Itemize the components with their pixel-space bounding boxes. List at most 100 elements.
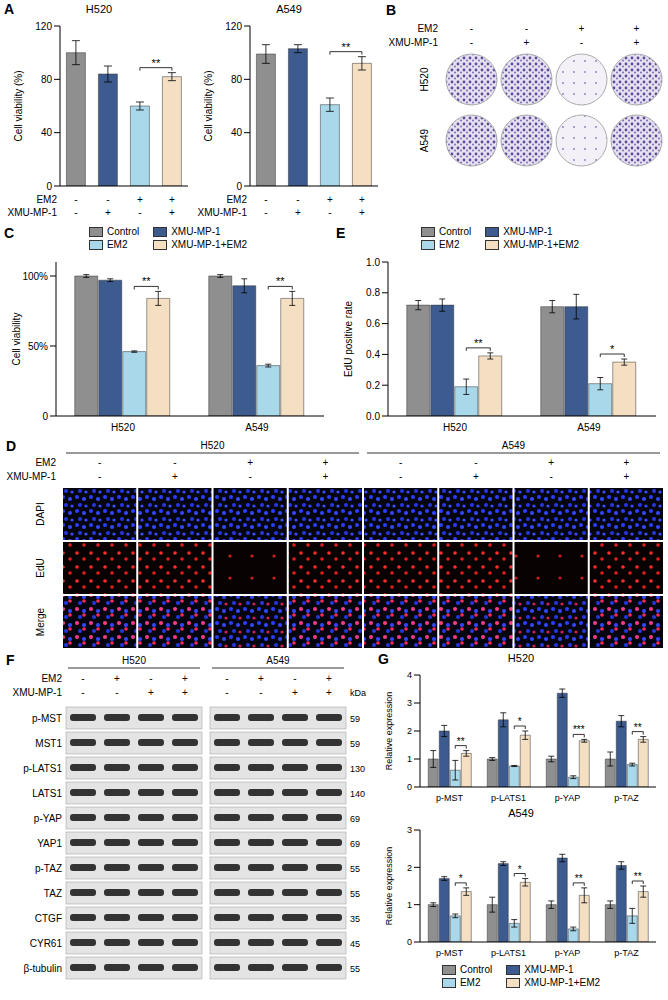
svg-text:0.8: 0.8 bbox=[366, 287, 380, 298]
svg-text:100%: 100% bbox=[22, 271, 48, 282]
svg-text:40: 40 bbox=[231, 127, 243, 138]
svg-text:0.4: 0.4 bbox=[366, 349, 380, 360]
svg-text:p-LATS1: p-LATS1 bbox=[491, 948, 526, 958]
svg-text:XMU-MP-1: XMU-MP-1 bbox=[13, 687, 63, 698]
svg-text:CYR61: CYR61 bbox=[30, 938, 63, 949]
svg-text:-: - bbox=[264, 207, 267, 218]
svg-text:-: - bbox=[98, 457, 101, 468]
svg-text:+: + bbox=[548, 457, 554, 468]
svg-text:+: + bbox=[182, 687, 188, 698]
svg-text:+: + bbox=[295, 207, 301, 218]
svg-text:80: 80 bbox=[231, 74, 243, 85]
svg-text:+: + bbox=[326, 687, 332, 698]
svg-text:3: 3 bbox=[407, 698, 412, 708]
svg-text:A549: A549 bbox=[419, 128, 430, 152]
svg-text:-: - bbox=[74, 194, 77, 205]
svg-text:CTGF: CTGF bbox=[35, 913, 62, 924]
svg-text:*: * bbox=[459, 873, 463, 884]
svg-text:+: + bbox=[322, 457, 328, 468]
svg-text:p-YAP: p-YAP bbox=[34, 813, 62, 824]
svg-text:**: ** bbox=[276, 275, 285, 287]
svg-text:Cell viability: Cell viability bbox=[11, 313, 22, 366]
svg-text:**: ** bbox=[457, 736, 465, 747]
svg-text:β-tubulin: β-tubulin bbox=[23, 963, 62, 974]
svg-text:0: 0 bbox=[407, 937, 412, 947]
svg-text:+: + bbox=[137, 194, 143, 205]
svg-text:**: ** bbox=[152, 57, 161, 69]
svg-text:XMU-MP-1: XMU-MP-1 bbox=[7, 471, 57, 482]
svg-text:EdU: EdU bbox=[35, 558, 46, 577]
svg-text:140: 140 bbox=[350, 789, 365, 799]
svg-text:1: 1 bbox=[407, 754, 412, 764]
svg-text:4: 4 bbox=[407, 670, 412, 680]
svg-text:+: + bbox=[169, 194, 175, 205]
svg-text:-: - bbox=[74, 207, 77, 218]
svg-text:-: - bbox=[225, 687, 228, 698]
svg-text:LATS1: LATS1 bbox=[32, 788, 62, 799]
svg-text:0: 0 bbox=[46, 181, 52, 192]
svg-text:-: - bbox=[399, 457, 402, 468]
svg-text:**: ** bbox=[142, 275, 151, 287]
svg-text:EM2: EM2 bbox=[41, 673, 62, 684]
svg-text:55: 55 bbox=[350, 964, 360, 974]
svg-text:kDa: kDa bbox=[350, 688, 366, 698]
svg-text:p-TAZ: p-TAZ bbox=[614, 793, 639, 803]
svg-text:Relative expression: Relative expression bbox=[384, 847, 394, 926]
svg-text:EM2: EM2 bbox=[36, 194, 57, 205]
svg-text:p-YAP: p-YAP bbox=[555, 948, 580, 958]
svg-text:+: + bbox=[182, 673, 188, 684]
svg-text:Merge: Merge bbox=[35, 607, 46, 636]
svg-text:**: ** bbox=[474, 337, 483, 349]
svg-text:69: 69 bbox=[350, 814, 360, 824]
svg-text:-: - bbox=[470, 37, 473, 48]
svg-text:p-LATS1: p-LATS1 bbox=[23, 763, 62, 774]
svg-text:50%: 50% bbox=[28, 341, 48, 352]
svg-text:p-MST: p-MST bbox=[32, 713, 62, 724]
svg-text:0: 0 bbox=[42, 411, 48, 422]
svg-text:-: - bbox=[138, 207, 141, 218]
svg-text:-: - bbox=[173, 457, 176, 468]
svg-text:+: + bbox=[114, 673, 120, 684]
svg-text:-: - bbox=[470, 23, 473, 34]
svg-text:+: + bbox=[524, 37, 530, 48]
svg-text:H520: H520 bbox=[111, 422, 135, 433]
svg-text:***: *** bbox=[573, 724, 585, 735]
svg-text:55: 55 bbox=[350, 889, 360, 899]
svg-text:EM2: EM2 bbox=[417, 23, 438, 34]
svg-text:-: - bbox=[259, 687, 262, 698]
svg-text:-: - bbox=[248, 471, 251, 482]
svg-text:80: 80 bbox=[41, 74, 53, 85]
svg-text:p-MST: p-MST bbox=[436, 948, 464, 958]
svg-text:B: B bbox=[386, 2, 396, 18]
svg-text:-: - bbox=[549, 471, 552, 482]
svg-text:+: + bbox=[473, 471, 479, 482]
svg-text:EM2: EM2 bbox=[35, 457, 56, 468]
svg-text:H520: H520 bbox=[443, 422, 467, 433]
svg-text:0: 0 bbox=[407, 782, 412, 792]
svg-text:-: - bbox=[399, 471, 402, 482]
svg-text:Cell viability (%): Cell viability (%) bbox=[13, 70, 24, 141]
svg-text:120: 120 bbox=[35, 21, 52, 32]
svg-text:+: + bbox=[148, 687, 154, 698]
svg-text:+: + bbox=[169, 207, 175, 218]
svg-text:59: 59 bbox=[350, 714, 360, 724]
svg-text:2: 2 bbox=[407, 726, 412, 736]
svg-text:Relative expression: Relative expression bbox=[384, 692, 394, 771]
svg-text:-: - bbox=[296, 194, 299, 205]
svg-text:40: 40 bbox=[41, 127, 53, 138]
svg-text:45: 45 bbox=[350, 939, 360, 949]
svg-text:-: - bbox=[525, 23, 528, 34]
svg-text:p-YAP: p-YAP bbox=[555, 793, 580, 803]
svg-text:+: + bbox=[327, 194, 333, 205]
svg-text:TAZ: TAZ bbox=[44, 888, 62, 899]
svg-text:**: ** bbox=[342, 41, 351, 53]
svg-text:2: 2 bbox=[407, 863, 412, 873]
svg-text:+: + bbox=[105, 207, 111, 218]
svg-text:p-TAZ: p-TAZ bbox=[35, 863, 62, 874]
svg-text:0.2: 0.2 bbox=[366, 380, 380, 391]
svg-text:+: + bbox=[326, 673, 332, 684]
svg-text:-: - bbox=[293, 673, 296, 684]
svg-text:XMU-MP-1: XMU-MP-1 bbox=[198, 207, 248, 218]
svg-text:69: 69 bbox=[350, 839, 360, 849]
svg-text:-: - bbox=[328, 207, 331, 218]
